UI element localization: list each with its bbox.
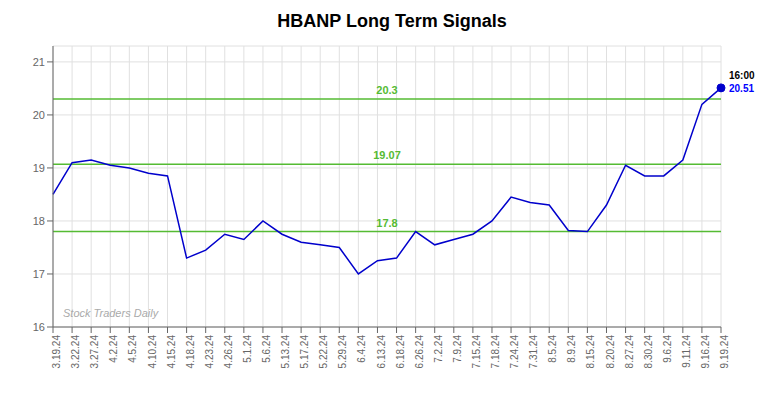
svg-text:9.11.24: 9.11.24: [681, 335, 692, 368]
svg-text:5.1.24: 5.1.24: [242, 335, 253, 363]
svg-text:7.18.24: 7.18.24: [490, 335, 501, 369]
html-text:Stock Traders Daily: Stock Traders Daily: [63, 307, 159, 319]
svg-text:6.4.24: 6.4.24: [356, 335, 367, 363]
html-text:HBANP Long Term Signals: HBANP Long Term Signals: [277, 11, 507, 31]
svg-text:16:00: 16:00: [729, 70, 755, 81]
svg-text:7.15.24: 7.15.24: [471, 335, 482, 369]
svg-text:20: 20: [33, 109, 45, 121]
svg-text:5.17.24: 5.17.24: [299, 335, 310, 369]
svg-text:16: 16: [33, 321, 45, 333]
svg-text:19: 19: [33, 162, 45, 174]
svg-text:8.30.24: 8.30.24: [643, 335, 654, 369]
svg-text:6.26.24: 6.26.24: [414, 335, 425, 369]
svg-text:4.18.24: 4.18.24: [185, 335, 196, 369]
svg-text:5.22.24: 5.22.24: [318, 335, 329, 369]
svg-text:3.22.24: 3.22.24: [70, 335, 81, 369]
svg-text:8.15.24: 8.15.24: [586, 335, 597, 369]
svg-text:18: 18: [33, 215, 45, 227]
svg-text:5.13.24: 5.13.24: [280, 335, 291, 369]
svg-text:7.24.24: 7.24.24: [509, 335, 520, 369]
svg-text:5.29.24: 5.29.24: [337, 335, 348, 369]
svg-text:3.19.24: 3.19.24: [51, 335, 62, 369]
svg-text:20.51: 20.51: [729, 83, 754, 94]
svg-text:7.2.24: 7.2.24: [433, 335, 444, 363]
svg-text:4.26.24: 4.26.24: [223, 335, 234, 369]
svg-text:4.5.24: 4.5.24: [127, 335, 138, 363]
svg-text:19.07: 19.07: [373, 149, 401, 161]
svg-text:17: 17: [33, 268, 45, 280]
svg-text:21: 21: [33, 56, 45, 68]
svg-text:17.8: 17.8: [376, 217, 397, 229]
svg-text:8.20.24: 8.20.24: [605, 335, 616, 369]
svg-text:6.13.24: 6.13.24: [376, 335, 387, 369]
svg-text:4.2.24: 4.2.24: [108, 335, 119, 363]
svg-text:4.23.24: 4.23.24: [204, 335, 215, 369]
svg-text:20.3: 20.3: [376, 84, 397, 96]
svg-text:8.9.24: 8.9.24: [566, 335, 577, 363]
svg-text:9.6.24: 9.6.24: [662, 335, 673, 363]
svg-text:4.10.24: 4.10.24: [147, 335, 158, 369]
svg-text:8.5.24: 8.5.24: [547, 335, 558, 363]
svg-text:9.16.24: 9.16.24: [700, 335, 711, 369]
svg-text:6.18.24: 6.18.24: [395, 335, 406, 369]
svg-text:9.19.24: 9.19.24: [719, 335, 730, 369]
svg-text:7.9.24: 7.9.24: [452, 335, 463, 363]
svg-text:8.27.24: 8.27.24: [624, 335, 635, 369]
svg-text:7.31.24: 7.31.24: [528, 335, 539, 369]
svg-text:3.27.24: 3.27.24: [89, 335, 100, 369]
svg-text:4.15.24: 4.15.24: [166, 335, 177, 369]
svg-text:5.6.24: 5.6.24: [261, 335, 272, 363]
